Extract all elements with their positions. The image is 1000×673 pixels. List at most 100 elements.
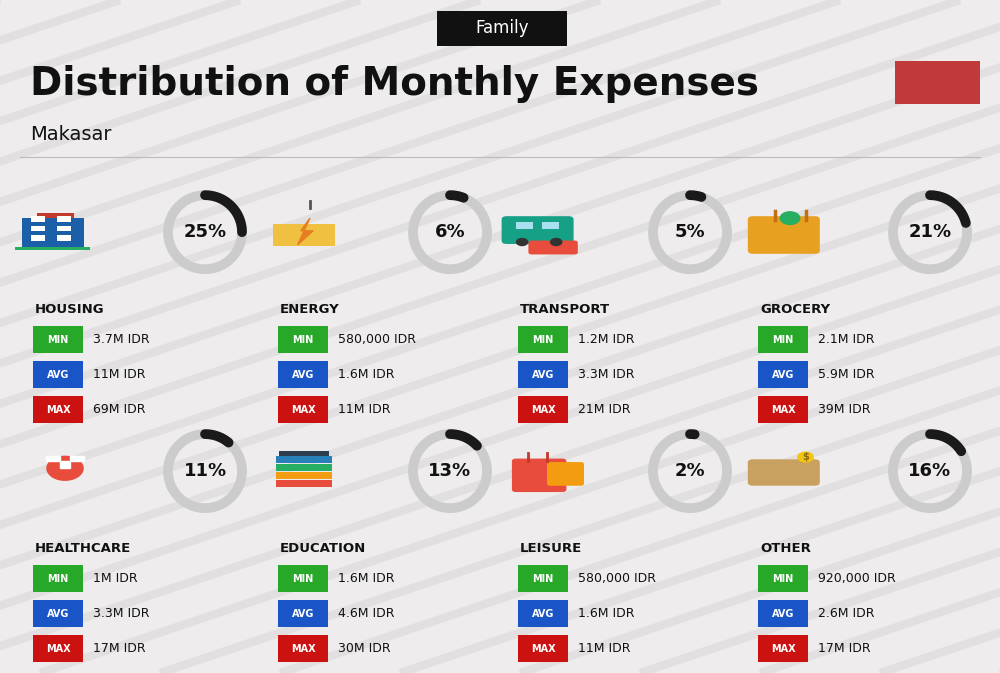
FancyBboxPatch shape (57, 225, 71, 232)
FancyBboxPatch shape (518, 600, 568, 627)
FancyBboxPatch shape (37, 213, 74, 218)
Text: 2%: 2% (675, 462, 705, 480)
FancyBboxPatch shape (437, 11, 567, 46)
Text: MAX: MAX (46, 644, 70, 653)
Text: ENERGY: ENERGY (280, 303, 340, 316)
FancyBboxPatch shape (33, 635, 83, 662)
Text: MAX: MAX (771, 405, 795, 415)
Text: 4.6M IDR: 4.6M IDR (338, 607, 394, 621)
Text: MIN: MIN (47, 574, 69, 583)
Text: MIN: MIN (532, 335, 554, 345)
FancyBboxPatch shape (278, 600, 328, 627)
Text: LEISURE: LEISURE (520, 542, 582, 555)
Text: 11%: 11% (183, 462, 227, 480)
Text: 69M IDR: 69M IDR (93, 403, 146, 417)
Polygon shape (46, 456, 84, 468)
Text: 2.6M IDR: 2.6M IDR (818, 607, 875, 621)
Text: 580,000 IDR: 580,000 IDR (578, 572, 656, 586)
FancyBboxPatch shape (33, 326, 83, 353)
FancyBboxPatch shape (33, 565, 83, 592)
Text: MIN: MIN (292, 335, 314, 345)
FancyBboxPatch shape (276, 464, 332, 471)
Text: 13%: 13% (428, 462, 472, 480)
Text: 3.3M IDR: 3.3M IDR (93, 607, 150, 621)
FancyBboxPatch shape (276, 456, 332, 463)
Text: 21M IDR: 21M IDR (578, 403, 631, 417)
Text: MIN: MIN (292, 574, 314, 583)
Text: AVG: AVG (772, 609, 794, 618)
FancyBboxPatch shape (31, 235, 45, 241)
Text: $: $ (802, 452, 809, 462)
Text: 5%: 5% (675, 223, 705, 241)
FancyBboxPatch shape (278, 565, 328, 592)
Text: Distribution of Monthly Expenses: Distribution of Monthly Expenses (30, 65, 759, 103)
Text: MAX: MAX (531, 405, 555, 415)
FancyBboxPatch shape (758, 396, 808, 423)
Text: 11M IDR: 11M IDR (338, 403, 390, 417)
Text: 1.2M IDR: 1.2M IDR (578, 333, 635, 347)
FancyBboxPatch shape (518, 565, 568, 592)
Text: MIN: MIN (532, 574, 554, 583)
Text: 30M IDR: 30M IDR (338, 642, 391, 656)
Text: 17M IDR: 17M IDR (818, 642, 871, 656)
Text: 2.1M IDR: 2.1M IDR (818, 333, 875, 347)
FancyBboxPatch shape (278, 326, 328, 353)
FancyBboxPatch shape (547, 462, 584, 486)
Text: 1.6M IDR: 1.6M IDR (578, 607, 635, 621)
FancyBboxPatch shape (516, 222, 533, 229)
Text: AVG: AVG (292, 609, 314, 618)
Text: 580,000 IDR: 580,000 IDR (338, 333, 416, 347)
Text: 21%: 21% (908, 223, 952, 241)
Text: 5.9M IDR: 5.9M IDR (818, 368, 875, 382)
Text: 11M IDR: 11M IDR (93, 368, 146, 382)
Text: Makasar: Makasar (30, 125, 112, 144)
FancyBboxPatch shape (33, 396, 83, 423)
FancyBboxPatch shape (528, 240, 578, 254)
Text: AVG: AVG (47, 609, 69, 618)
Text: 1.6M IDR: 1.6M IDR (338, 368, 394, 382)
FancyBboxPatch shape (542, 222, 559, 229)
Text: 11M IDR: 11M IDR (578, 642, 631, 656)
Text: 25%: 25% (183, 223, 227, 241)
Text: EDUCATION: EDUCATION (280, 542, 366, 555)
Text: OTHER: OTHER (760, 542, 811, 555)
Text: AVG: AVG (292, 370, 314, 380)
Circle shape (516, 238, 528, 246)
Text: MAX: MAX (531, 644, 555, 653)
Text: AVG: AVG (47, 370, 69, 380)
Circle shape (780, 211, 800, 225)
Text: AVG: AVG (532, 370, 554, 380)
Text: 39M IDR: 39M IDR (818, 403, 871, 417)
FancyBboxPatch shape (758, 635, 808, 662)
FancyBboxPatch shape (758, 361, 808, 388)
FancyBboxPatch shape (518, 326, 568, 353)
Text: AVG: AVG (532, 609, 554, 618)
Circle shape (797, 452, 814, 462)
FancyBboxPatch shape (278, 361, 328, 388)
FancyBboxPatch shape (22, 218, 84, 249)
Text: HOUSING: HOUSING (35, 303, 105, 316)
FancyBboxPatch shape (758, 600, 808, 627)
Text: 1.6M IDR: 1.6M IDR (338, 572, 394, 586)
Text: AVG: AVG (772, 370, 794, 380)
FancyBboxPatch shape (518, 635, 568, 662)
Polygon shape (298, 218, 313, 245)
Circle shape (550, 238, 562, 246)
Text: TRANSPORT: TRANSPORT (520, 303, 610, 316)
FancyBboxPatch shape (518, 396, 568, 423)
Text: 3.7M IDR: 3.7M IDR (93, 333, 150, 347)
Text: 3.3M IDR: 3.3M IDR (578, 368, 635, 382)
Text: MIN: MIN (47, 335, 69, 345)
Text: MAX: MAX (291, 405, 315, 415)
FancyBboxPatch shape (276, 472, 332, 479)
Circle shape (46, 456, 84, 481)
Text: 17M IDR: 17M IDR (93, 642, 146, 656)
FancyBboxPatch shape (895, 61, 980, 104)
FancyBboxPatch shape (278, 396, 328, 423)
FancyBboxPatch shape (502, 216, 574, 244)
FancyBboxPatch shape (748, 459, 820, 486)
FancyBboxPatch shape (33, 600, 83, 627)
FancyBboxPatch shape (33, 361, 83, 388)
Text: MIN: MIN (772, 335, 794, 345)
FancyBboxPatch shape (518, 361, 568, 388)
